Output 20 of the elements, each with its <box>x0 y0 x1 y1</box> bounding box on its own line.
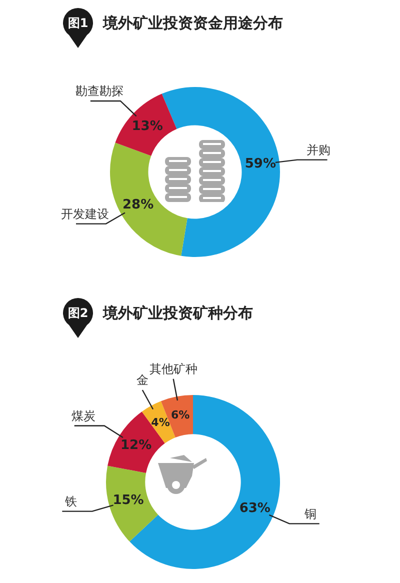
slice-label: 勘查勘探 <box>75 84 124 98</box>
slice-label: 铁 <box>64 494 78 508</box>
slice-label: 铜 <box>303 506 316 521</box>
slice-label: 并购 <box>306 142 330 157</box>
data-label: 28% <box>122 198 154 213</box>
caption: 图1 <box>66 15 90 32</box>
caption: 图2 <box>66 305 90 322</box>
data-label: 15% <box>112 493 144 508</box>
data-label: 6% <box>171 408 190 422</box>
slice-label: 其他矿种 <box>149 362 198 376</box>
data-label: 12% <box>120 438 152 454</box>
data-label: 59% <box>244 156 276 172</box>
slice-label: 金 <box>136 373 148 388</box>
data-label: 4% <box>151 416 170 429</box>
slice-label: 煤炭 <box>71 408 96 423</box>
chart-title: 境外矿业投资矿种分布 <box>103 304 253 323</box>
slice-label: 开发建设 <box>60 206 109 221</box>
data-label: 63% <box>239 501 270 516</box>
data-label: 13% <box>132 118 163 134</box>
chart-title: 境外矿业投资资金用途分布 <box>103 14 283 33</box>
